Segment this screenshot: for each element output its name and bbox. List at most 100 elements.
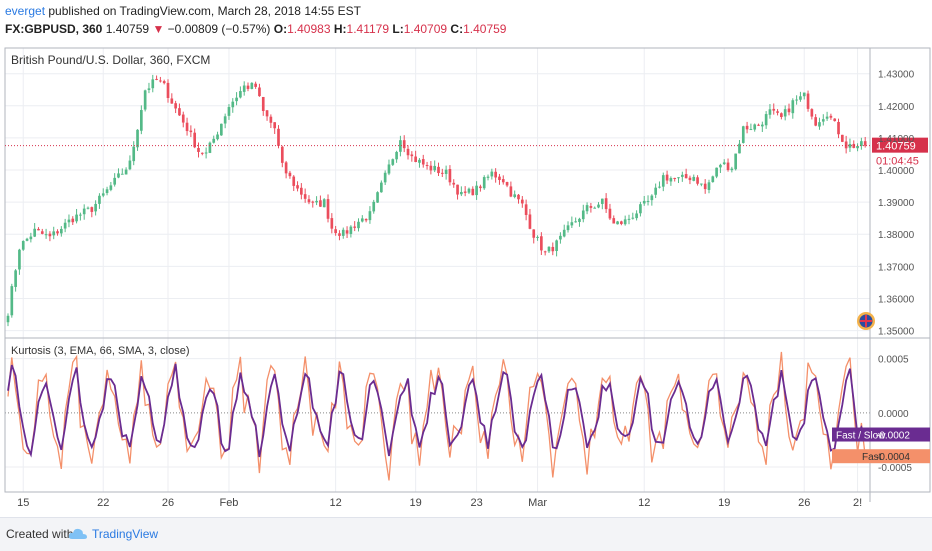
fast-slow-value-label: -0.0002 bbox=[876, 431, 910, 442]
candle-body bbox=[509, 186, 513, 197]
username-link[interactable]: everget bbox=[5, 4, 46, 18]
candle-body bbox=[673, 177, 677, 179]
candle-body bbox=[300, 187, 303, 195]
candle-body bbox=[844, 141, 848, 149]
candle bbox=[543, 250, 547, 256]
tradingview-brand-link[interactable]: TradingView bbox=[92, 527, 159, 541]
candle bbox=[48, 231, 52, 242]
symbol-label[interactable]: FX:GBPUSD, 360 bbox=[5, 22, 103, 36]
candle-body bbox=[738, 143, 741, 154]
candle-body bbox=[505, 182, 509, 186]
candle bbox=[463, 186, 467, 197]
price-tick-label: 1.39000 bbox=[878, 198, 915, 209]
candle bbox=[406, 145, 410, 160]
candle-body bbox=[642, 200, 646, 204]
created-with-text: Created with bbox=[6, 527, 74, 541]
candle-body bbox=[711, 176, 715, 183]
symbol-line: FX:GBPUSD, 360 1.40759 ▼ −0.00809 (−0.57… bbox=[5, 22, 506, 36]
candle bbox=[166, 79, 170, 103]
candle-body bbox=[140, 110, 143, 131]
candle bbox=[178, 103, 181, 116]
candle bbox=[303, 188, 307, 203]
candle-body bbox=[189, 130, 193, 133]
currency-flag-icon bbox=[857, 312, 875, 330]
time-tick-label: Feb bbox=[219, 497, 238, 509]
candle-body bbox=[821, 119, 825, 122]
candle bbox=[60, 226, 63, 237]
candle-body bbox=[764, 114, 768, 126]
candle-body bbox=[543, 251, 547, 253]
time-tick-label: 23 bbox=[470, 497, 482, 509]
candle bbox=[585, 202, 589, 215]
candle bbox=[33, 223, 37, 238]
candle bbox=[658, 181, 661, 189]
candle-body bbox=[440, 172, 444, 174]
candle-body bbox=[277, 128, 280, 146]
candle bbox=[197, 142, 200, 158]
candle bbox=[181, 111, 185, 128]
candle bbox=[399, 135, 402, 157]
candle-body bbox=[456, 184, 459, 195]
candle bbox=[368, 206, 372, 224]
candle bbox=[620, 220, 623, 226]
candle bbox=[540, 232, 543, 255]
candle-body bbox=[338, 233, 341, 236]
candle bbox=[322, 198, 326, 208]
candle-body bbox=[254, 83, 257, 87]
candle bbox=[722, 159, 726, 166]
candle bbox=[288, 170, 292, 179]
candle-body bbox=[665, 174, 669, 181]
candle bbox=[520, 196, 524, 208]
candle bbox=[136, 129, 139, 151]
time-tick-label: 22 bbox=[97, 497, 109, 509]
candle bbox=[334, 225, 337, 236]
candle bbox=[421, 154, 425, 168]
candle-body bbox=[494, 171, 497, 178]
candle bbox=[852, 140, 856, 149]
candle-body bbox=[559, 235, 562, 240]
fast-slow-badge bbox=[832, 427, 930, 442]
candle-body bbox=[174, 103, 177, 109]
candle bbox=[387, 159, 391, 176]
candle bbox=[562, 224, 566, 238]
candle bbox=[101, 188, 105, 198]
chart-area[interactable]: 1.43000 1.42000 1.41000 1.40000 1.39000 1.380… bbox=[0, 40, 932, 516]
candle bbox=[414, 150, 417, 163]
candle bbox=[174, 100, 177, 114]
candle-body bbox=[627, 218, 631, 220]
candle bbox=[338, 230, 341, 241]
candle-body bbox=[71, 218, 75, 223]
candle-body bbox=[143, 90, 147, 110]
candle-body bbox=[52, 231, 56, 236]
candle-body bbox=[178, 108, 181, 116]
candle bbox=[479, 184, 482, 192]
candle bbox=[840, 134, 844, 143]
candle-body bbox=[6, 315, 10, 323]
candle bbox=[44, 228, 48, 239]
candle-body bbox=[326, 199, 330, 219]
candle-body bbox=[288, 172, 292, 177]
candle bbox=[37, 227, 40, 231]
candle bbox=[555, 239, 558, 257]
candle bbox=[494, 168, 497, 183]
candle bbox=[82, 204, 86, 220]
candle bbox=[372, 199, 376, 214]
candle-body bbox=[303, 194, 307, 199]
candle-body bbox=[399, 140, 402, 152]
candle-body bbox=[536, 236, 539, 238]
candle-body bbox=[608, 208, 612, 219]
candle bbox=[730, 166, 734, 173]
candle bbox=[90, 206, 94, 218]
oscillator-title: Kurtosis (3, EMA, 66, SMA, 3, close) bbox=[11, 345, 190, 357]
candle bbox=[376, 191, 379, 203]
candle-body bbox=[730, 168, 734, 171]
candle-body bbox=[795, 99, 798, 101]
candle-body bbox=[132, 146, 136, 162]
price-change: −0.00809 (−0.57%) bbox=[167, 22, 271, 36]
candle bbox=[456, 184, 459, 200]
candle bbox=[345, 226, 349, 239]
candle bbox=[566, 221, 570, 233]
candle bbox=[185, 117, 189, 136]
candle-body bbox=[414, 156, 417, 163]
candle bbox=[738, 140, 741, 154]
